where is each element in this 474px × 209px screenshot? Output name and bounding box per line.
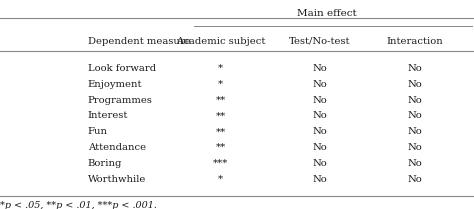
Text: No: No — [312, 175, 328, 184]
Text: Interest: Interest — [88, 111, 128, 120]
Text: Worthwhile: Worthwhile — [88, 175, 146, 184]
Text: **: ** — [215, 111, 226, 120]
Text: **: ** — [215, 96, 226, 104]
Text: No: No — [407, 159, 422, 168]
Text: Dependent measure: Dependent measure — [88, 37, 191, 46]
Text: No: No — [407, 175, 422, 184]
Text: No: No — [312, 127, 328, 136]
Text: *: * — [218, 64, 223, 73]
Text: No: No — [312, 96, 328, 104]
Text: **: ** — [215, 127, 226, 136]
Text: ***: *** — [213, 159, 228, 168]
Text: Boring: Boring — [88, 159, 122, 168]
Text: Look forward: Look forward — [88, 64, 156, 73]
Text: No: No — [407, 80, 422, 89]
Text: Interaction: Interaction — [386, 37, 443, 46]
Text: Test/No-test: Test/No-test — [289, 37, 351, 46]
Text: Academic subject: Academic subject — [176, 37, 265, 46]
Text: No: No — [407, 64, 422, 73]
Text: **: ** — [215, 143, 226, 152]
Text: No: No — [312, 111, 328, 120]
Text: Programmes: Programmes — [88, 96, 153, 104]
Text: *: * — [218, 80, 223, 89]
Text: No: No — [407, 143, 422, 152]
Text: Fun: Fun — [88, 127, 108, 136]
Text: No: No — [312, 143, 328, 152]
Text: No: No — [312, 64, 328, 73]
Text: Attendance: Attendance — [88, 143, 146, 152]
Text: *: * — [218, 175, 223, 184]
Text: No: No — [407, 111, 422, 120]
Text: *p < .05, **p < .01, ***p < .001.: *p < .05, **p < .01, ***p < .001. — [0, 201, 157, 209]
Text: No: No — [407, 127, 422, 136]
Text: No: No — [312, 159, 328, 168]
Text: Enjoyment: Enjoyment — [88, 80, 142, 89]
Text: No: No — [312, 80, 328, 89]
Text: Main effect: Main effect — [297, 9, 357, 18]
Text: No: No — [407, 96, 422, 104]
